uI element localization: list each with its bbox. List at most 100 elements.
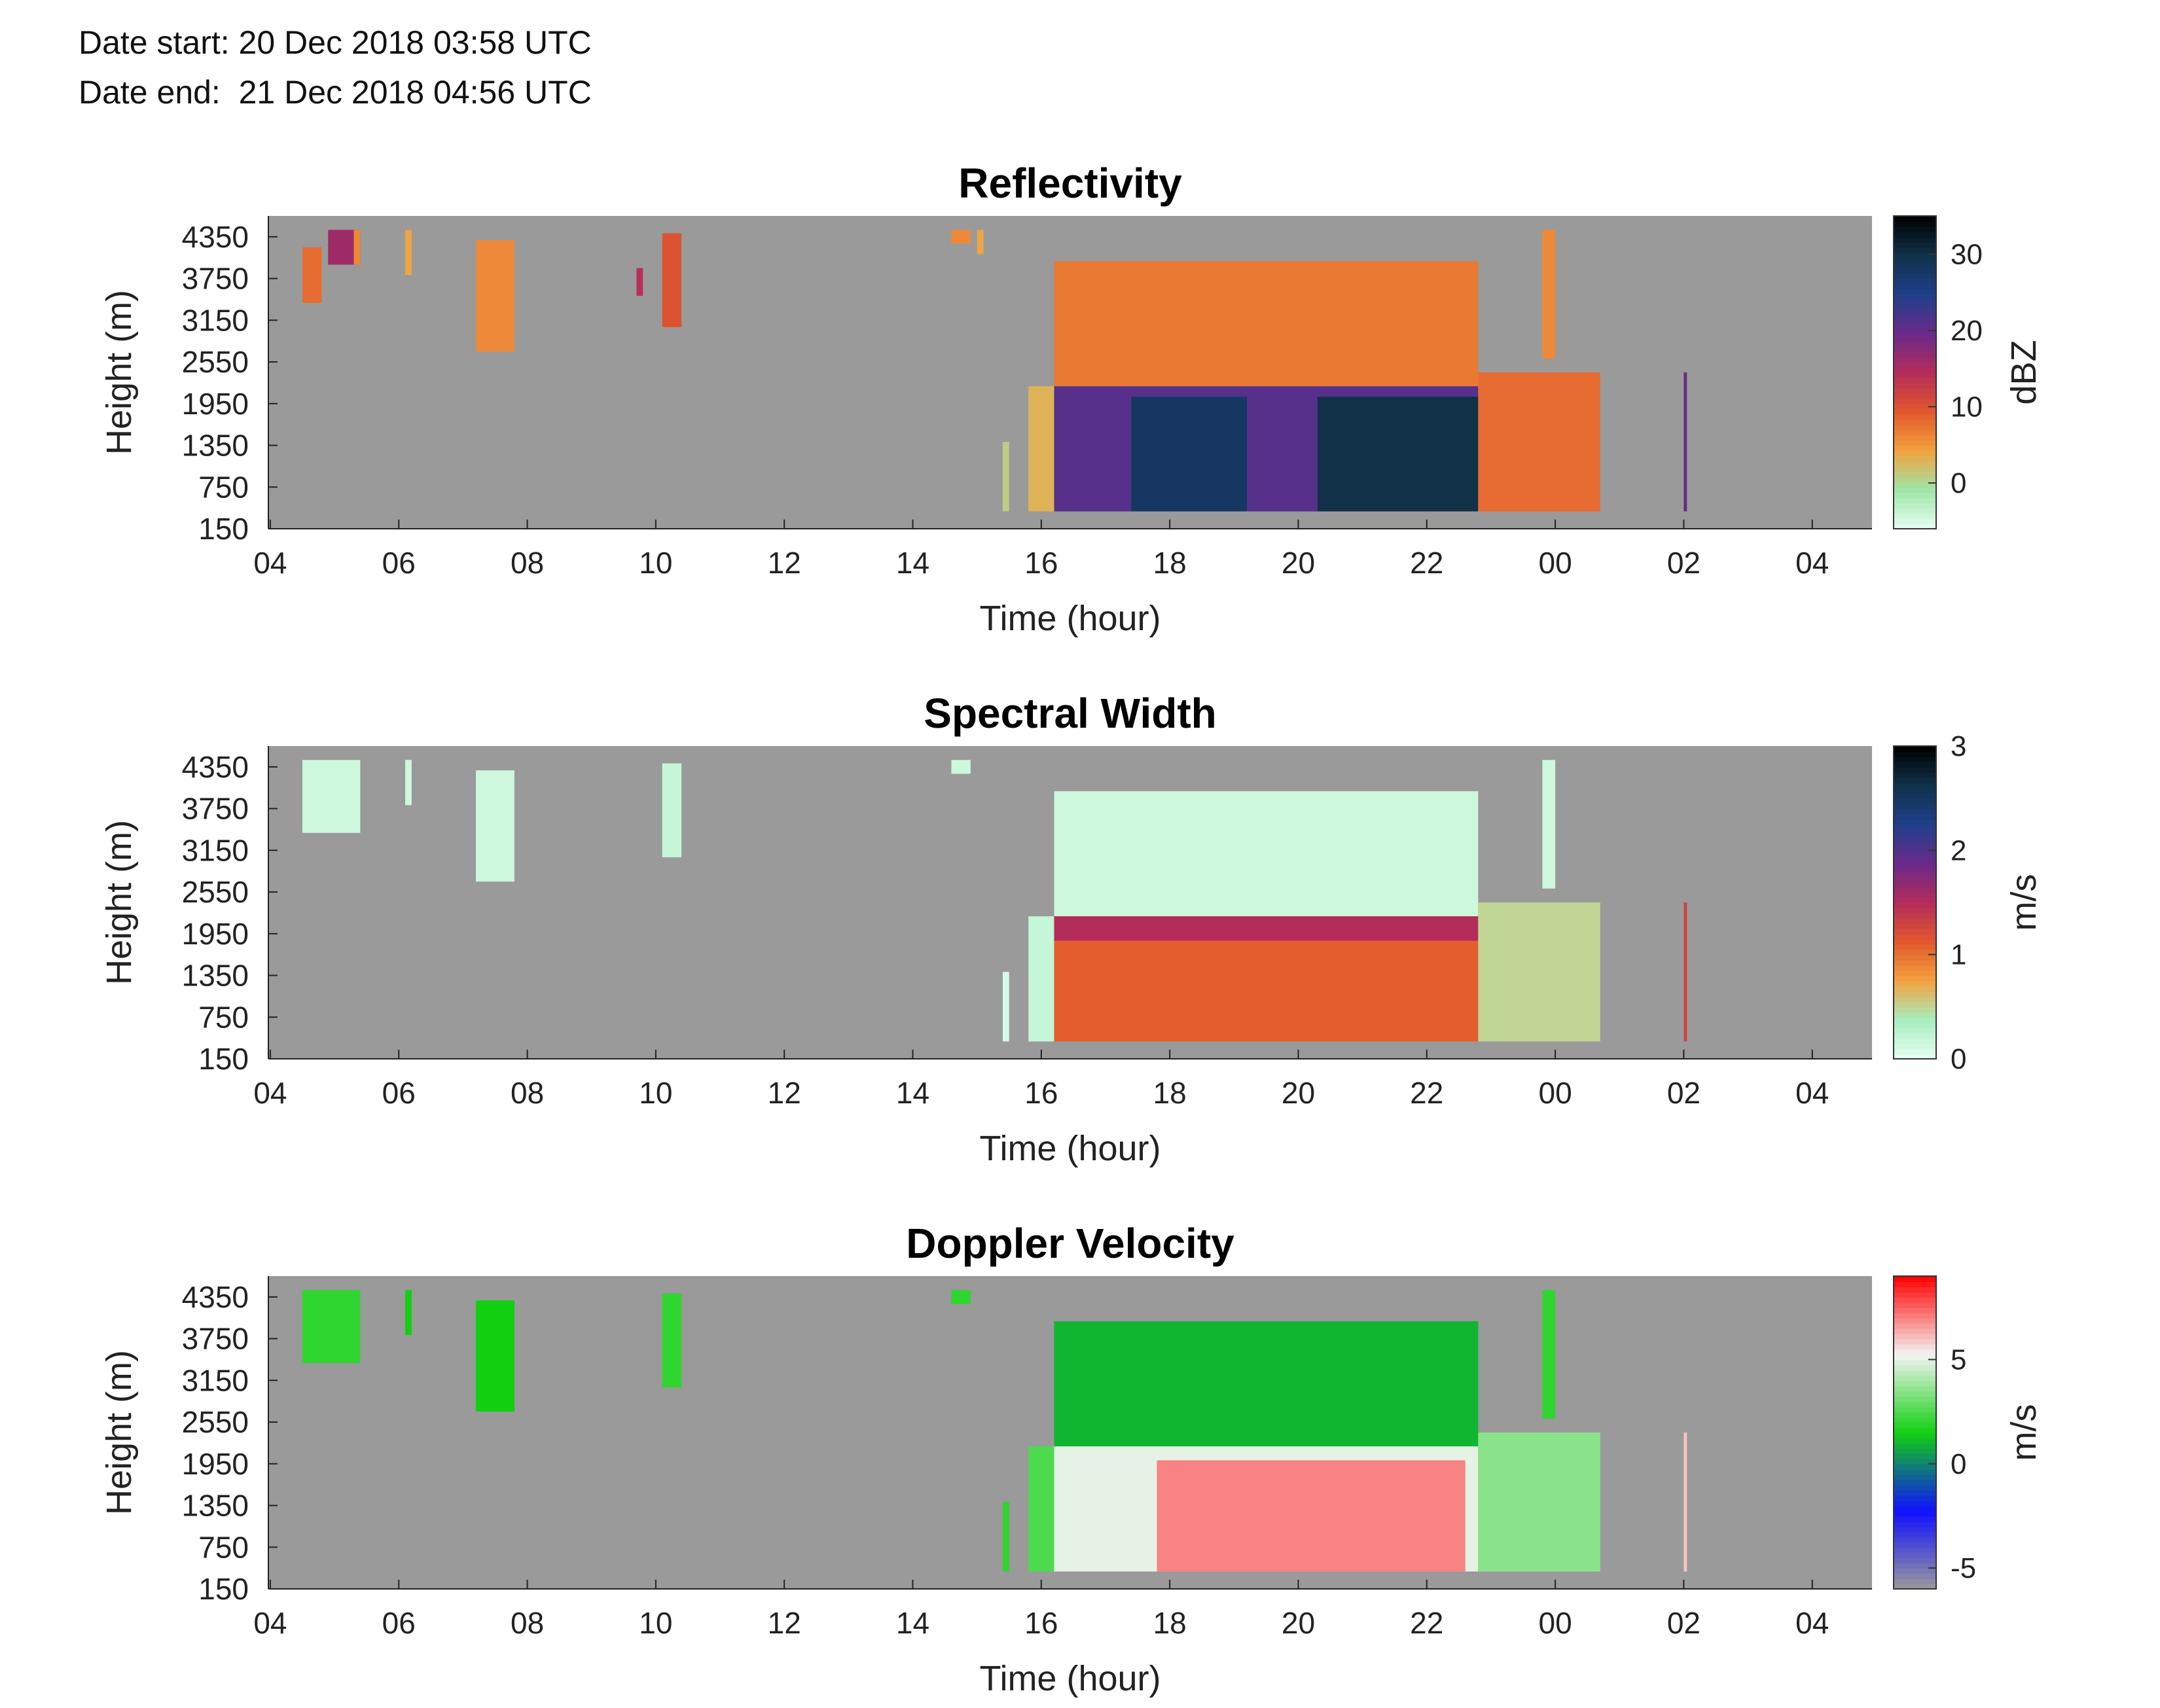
y-tick-label: 3750 xyxy=(182,1322,249,1356)
colorbar-segment xyxy=(1894,751,1936,757)
y-tick-label: 750 xyxy=(198,470,249,504)
data-cell xyxy=(1002,1502,1009,1572)
colorbar-segment xyxy=(1894,216,1936,222)
colorbar-segment xyxy=(1894,792,1936,799)
colorbar-segment xyxy=(1894,424,1936,431)
data-cell xyxy=(1157,1460,1466,1572)
colorbar-tick-label: 0 xyxy=(1951,467,1966,499)
x-tick-label: 18 xyxy=(1153,1606,1187,1640)
colorbar-segment xyxy=(1894,1563,1936,1569)
colorbar-segment xyxy=(1894,455,1936,462)
colorbar-segment xyxy=(1894,819,1936,825)
x-tick-label: 18 xyxy=(1153,1076,1187,1110)
y-tick-label: 150 xyxy=(198,1572,249,1606)
colorbar-segment xyxy=(1894,1048,1936,1055)
colorbar-segment xyxy=(1894,1531,1936,1538)
colorbar-segment xyxy=(1894,798,1936,804)
y-tick-label: 1950 xyxy=(182,917,249,951)
colorbar-segment xyxy=(1894,912,1936,919)
y-axis-label: Height (m) xyxy=(99,820,139,985)
colorbar-segment xyxy=(1894,294,1936,300)
date-start-text: Date start: 20 Dec 2018 03:58 UTC xyxy=(79,24,592,61)
colorbar-segment xyxy=(1894,1302,1936,1308)
colorbar-segment xyxy=(1894,1516,1936,1522)
data-cell xyxy=(302,1290,361,1363)
colorbar-segment xyxy=(1894,1317,1936,1324)
colorbar-segment xyxy=(1894,907,1936,914)
colorbar-segment xyxy=(1894,840,1936,846)
x-tick-label: 22 xyxy=(1410,1076,1443,1110)
panel-title: Doppler Velocity xyxy=(906,1220,1234,1267)
panel-reflectivity: Reflectivity 04 06 08 10 12 14 16 18 20 22 00 02 04 Ti… xyxy=(99,160,2043,638)
colorbar-segment xyxy=(1894,986,1936,992)
data-cell xyxy=(405,1290,412,1336)
data-cell xyxy=(1054,791,1479,917)
colorbar-tick-label: 1 xyxy=(1951,939,1966,971)
data-cell xyxy=(1054,1321,1479,1447)
colorbar-segment xyxy=(1894,824,1936,830)
colorbar-segment xyxy=(1894,1442,1936,1449)
colorbar-segment xyxy=(1894,497,1936,504)
colorbar-segment xyxy=(1894,1001,1936,1008)
data-cell xyxy=(1317,397,1479,512)
colorbar-segment xyxy=(1894,487,1936,493)
data-cell xyxy=(302,247,322,303)
colorbar-segment xyxy=(1894,782,1936,789)
colorbar-segment xyxy=(1894,226,1936,232)
colorbar-segment xyxy=(1894,310,1936,316)
colorbar: 0 1 2 3 m/s xyxy=(1893,730,2043,1075)
colorbar-tick-label: -5 xyxy=(1951,1552,1976,1584)
colorbar-segment xyxy=(1894,1043,1936,1050)
x-tick-label: 18 xyxy=(1153,546,1187,580)
data-cell xyxy=(1028,1446,1054,1572)
x-tick-label: 16 xyxy=(1024,1606,1058,1640)
colorbar-label: m/s xyxy=(2004,874,2043,931)
data-cell xyxy=(1683,902,1687,1042)
colorbar-segment xyxy=(1894,357,1936,363)
x-tick-label: 12 xyxy=(768,1076,801,1110)
data-cell xyxy=(405,760,412,806)
colorbar: 0 10 20 30 dBZ xyxy=(1893,215,2043,529)
colorbar-segment xyxy=(1894,933,1936,940)
colorbar-segment xyxy=(1894,991,1936,997)
colorbar-segment xyxy=(1894,1033,1936,1039)
data-cell xyxy=(476,1300,514,1412)
y-tick-label: 750 xyxy=(198,1530,249,1564)
colorbar-segment xyxy=(1894,1547,1936,1554)
x-tick-label: 08 xyxy=(511,1606,544,1640)
colorbar-segment xyxy=(1894,382,1936,389)
colorbar-segment xyxy=(1894,1281,1936,1287)
colorbar-segment xyxy=(1894,482,1936,488)
colorbar-segment xyxy=(1894,1012,1936,1018)
colorbar-segment xyxy=(1894,231,1936,238)
colorbar-frame xyxy=(1893,1275,1937,1590)
data-cell xyxy=(1542,230,1556,359)
colorbar-segment xyxy=(1894,461,1936,467)
colorbar-segment xyxy=(1894,278,1936,285)
data-cell xyxy=(476,770,514,882)
x-tick-label: 04 xyxy=(1795,1076,1829,1110)
colorbar-segment xyxy=(1894,1027,1936,1034)
colorbar-segment xyxy=(1894,949,1936,955)
colorbar-segment xyxy=(1894,372,1936,378)
colorbar-segment xyxy=(1894,923,1936,929)
colorbar-segment xyxy=(1894,1054,1936,1059)
colorbar-segment xyxy=(1894,1380,1936,1387)
colorbar-segment xyxy=(1894,440,1936,446)
colorbar-segment xyxy=(1894,330,1936,337)
colorbar-segment xyxy=(1894,403,1936,410)
y-tick-label: 3750 xyxy=(182,262,249,296)
colorbar-segment xyxy=(1894,1343,1936,1350)
x-axis-label: Time (hour) xyxy=(979,1659,1161,1698)
colorbar-segment xyxy=(1894,887,1936,893)
y-tick-label: 2550 xyxy=(182,345,249,379)
colorbar-segment xyxy=(1894,965,1936,971)
colorbar-segment xyxy=(1894,803,1936,810)
colorbar-segment xyxy=(1894,1286,1936,1292)
colorbar-segment xyxy=(1894,975,1936,982)
colorbar-frame xyxy=(1893,745,1937,1059)
colorbar-tick-label: 30 xyxy=(1951,238,1983,270)
data-cell xyxy=(1542,760,1556,889)
